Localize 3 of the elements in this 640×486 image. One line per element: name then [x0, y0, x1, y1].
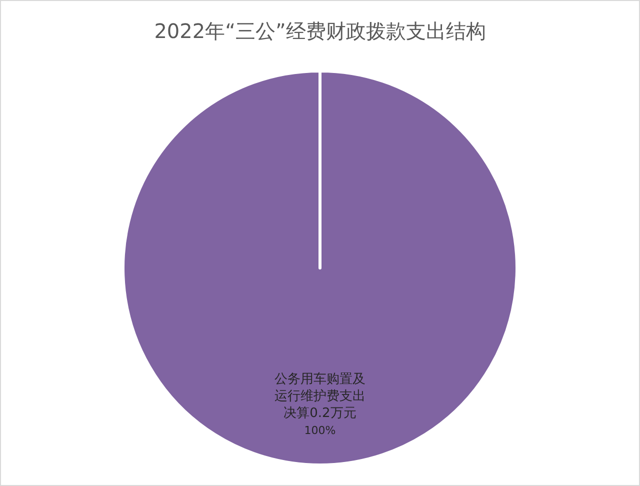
data-label: 100% [304, 424, 336, 437]
chart-title: 2022年“三公”经费财政拨款支出结构 [154, 19, 486, 43]
slice-label: 公务用车购置及运行维护费支出决算0.2万元 [274, 372, 366, 421]
